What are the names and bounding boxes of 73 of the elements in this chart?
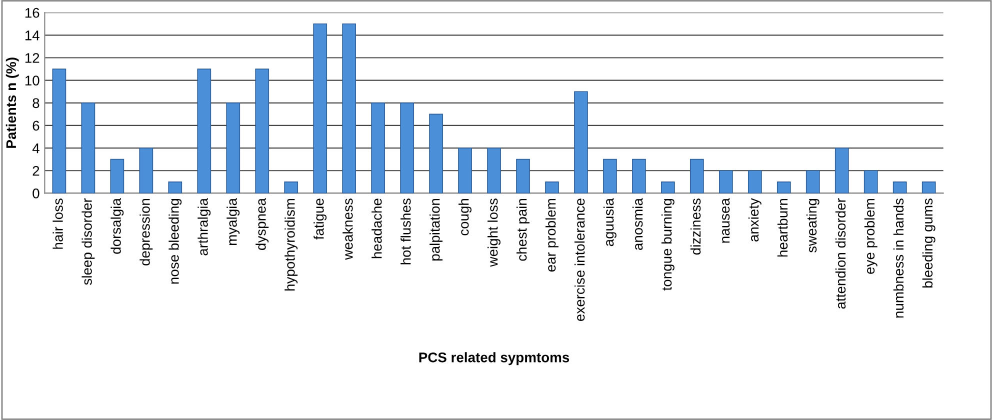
x-tick-label: dyspnea: [256, 198, 269, 250]
bar: [110, 158, 124, 194]
x-tick-label: palpitation: [430, 198, 443, 260]
bar: [545, 181, 559, 194]
bar: [313, 23, 328, 194]
bar: [892, 181, 907, 194]
x-tick-label: eye problem: [864, 198, 878, 274]
bar: [806, 170, 820, 194]
x-tick-label: chest pain: [516, 198, 530, 261]
bar: [487, 148, 501, 194]
x-tick-label: sweating: [806, 198, 820, 252]
y-tick-label: 14: [25, 30, 40, 40]
x-tick-label: attendion disorder: [835, 198, 846, 309]
bar: [284, 181, 298, 194]
bar: [342, 23, 356, 194]
y-tick-label: 12: [25, 53, 40, 63]
bar: [748, 170, 762, 194]
y-tick-label: 16: [25, 8, 40, 18]
bar: [574, 91, 588, 194]
bar: [168, 181, 182, 194]
x-tick-label: cough: [458, 198, 472, 236]
x-tick-label: nausea: [722, 198, 730, 243]
bar: [516, 158, 530, 194]
x-tick-label: aguusia: [604, 198, 616, 246]
x-tick-label: exercise intolerance: [574, 198, 585, 321]
x-tick-label: headache: [372, 198, 382, 258]
y-tick-label: 0: [32, 188, 40, 198]
x-tick-label: dizziness: [690, 198, 701, 255]
bar: [52, 68, 66, 194]
y-tick-label: 4: [32, 144, 40, 154]
x-tick-label: depression: [140, 198, 153, 266]
x-tick-label: anosmia: [632, 198, 643, 250]
bar: [429, 114, 443, 194]
bar: [197, 68, 212, 194]
bar: [371, 102, 386, 194]
x-tick-label: numbness in hands: [893, 198, 904, 318]
x-tick-label: anxiety: [748, 198, 762, 242]
x-tick-label: hair loss: [52, 198, 63, 249]
bar: [864, 170, 878, 194]
x-tick-label: weakness: [342, 198, 353, 260]
x-tick-label: hypothyroidism: [284, 198, 298, 290]
x-tick-label: tongue burning: [661, 198, 674, 291]
bar: [776, 181, 791, 194]
y-tick-label: 6: [32, 120, 40, 131]
x-tick-label: bleeding gums: [922, 198, 936, 288]
x-axis-title: PCS related sypmtoms: [419, 352, 570, 366]
bar: [718, 170, 733, 194]
bar: [661, 181, 675, 194]
bar: [632, 158, 646, 194]
x-tick-label: dorsalgia: [110, 198, 124, 254]
bar: [922, 181, 936, 194]
bar: [834, 148, 849, 194]
x-tick-label: fatigue: [314, 198, 327, 240]
bar: [255, 68, 270, 194]
x-tick-label: sleep disorder: [82, 198, 95, 285]
x-tick-label: myalgia: [226, 198, 240, 245]
x-tick-label: nose bleeding: [168, 198, 182, 284]
bar: [400, 102, 414, 194]
y-axis-title: Patients n (%): [6, 58, 19, 148]
bar: [458, 148, 472, 194]
bar: [603, 158, 617, 194]
x-tick-label: ear problem: [546, 198, 558, 272]
x-tick-label: heartburn: [777, 198, 788, 257]
x-tick-label: arthralgia: [198, 198, 211, 256]
bar: [226, 102, 240, 194]
x-tick-label: hot flushes: [400, 198, 411, 264]
y-tick-label: 2: [32, 166, 40, 176]
y-tick-label: 10: [25, 76, 40, 86]
bar: [139, 148, 154, 194]
bar: [81, 102, 96, 194]
x-tick-label: weight loss: [488, 198, 500, 267]
bar: [690, 158, 704, 194]
y-tick-label: 8: [32, 98, 40, 108]
